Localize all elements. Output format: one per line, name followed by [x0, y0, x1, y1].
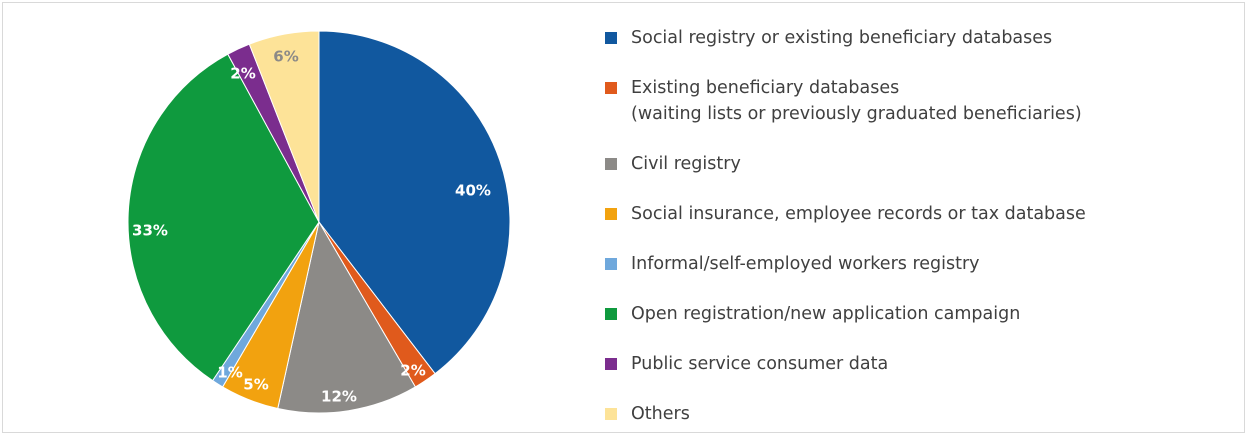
legend-item: Social insurance, employee records or ta…: [603, 201, 1086, 227]
pie-chart: 40% 2% 12% 5%1% 33% 2% 6%: [127, 30, 511, 414]
legend-label: Civil registry: [631, 154, 741, 174]
legend-item: Informal/self-employed workers registry: [603, 251, 980, 277]
legend-item: Social registry or existing beneficiary …: [603, 25, 1052, 51]
legend-item: Public service consumer data: [603, 351, 888, 377]
legend-swatch: [605, 258, 617, 270]
slice-data-label: 2%: [230, 65, 255, 83]
legend-label: Informal/self-employed workers registry: [631, 254, 980, 274]
slice-data-label: 12%: [321, 388, 357, 406]
legend-item: Open registration/new application campai…: [603, 301, 1020, 327]
legend-swatch: [605, 158, 617, 170]
legend-swatch: [605, 82, 617, 94]
legend-swatch: [605, 208, 617, 220]
slice-data-label: 1%: [217, 364, 242, 382]
legend-label: Social insurance, employee records or ta…: [631, 204, 1086, 224]
legend-item: Existing beneficiary databases (waiting l…: [603, 75, 1082, 127]
legend-swatch: [605, 308, 617, 320]
legend-label: Social registry or existing beneficiary …: [631, 28, 1053, 48]
legend-item: Others: [603, 401, 690, 427]
slice-data-label: 5%: [243, 376, 268, 394]
pie-slice: [127, 53, 320, 382]
legend-swatch: [605, 408, 617, 420]
legend-swatch: [605, 32, 617, 44]
pie-slice: [277, 220, 417, 414]
legend-label: Existing beneficiary databases: [631, 78, 900, 98]
legend-item: Civil registry: [603, 151, 741, 177]
slice-data-label: 40%: [455, 182, 491, 200]
slice-data-label: 33%: [132, 222, 168, 240]
pie-slice: [248, 30, 320, 223]
legend-label: Others: [631, 404, 690, 424]
legend-label: Public service consumer data: [631, 354, 889, 374]
legend-swatch: [605, 358, 617, 370]
slice-data-label: 6%: [273, 48, 298, 66]
slice-data-label: 2%: [400, 362, 425, 380]
pie-slice: [318, 30, 511, 375]
legend-label: (waiting lists or previously graduated b…: [631, 104, 1082, 124]
legend-label: Open registration/new application campai…: [631, 304, 1021, 324]
chart-frame: 40% 2% 12% 5% 1% 33% 2% 6% Social registry or e…: [2, 2, 1245, 433]
